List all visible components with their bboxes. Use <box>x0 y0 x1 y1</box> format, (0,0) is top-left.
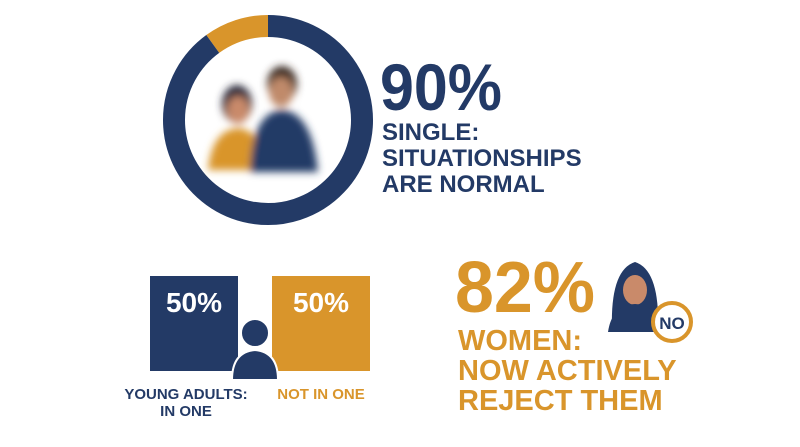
person-icon <box>230 318 280 381</box>
no-badge <box>651 301 693 343</box>
split-value: 50% <box>166 287 222 318</box>
split-label: IN ONE <box>160 403 212 420</box>
donut-segment <box>163 15 373 225</box>
split-value: 50% <box>293 287 349 318</box>
women-value: 82% <box>455 248 595 328</box>
women-caption: WOMEN: <box>458 325 582 357</box>
split-block <box>150 276 238 371</box>
women-caption: REJECT THEM <box>458 385 663 417</box>
women-caption: NOW ACTIVELY <box>458 355 677 387</box>
split-label: YOUNG ADULTS: <box>124 386 247 403</box>
donut-caption: SINGLE: <box>382 119 479 146</box>
donut-segment <box>206 15 269 54</box>
couple-photo <box>208 66 318 172</box>
no-badge-text: NO <box>659 314 685 333</box>
donut-caption: SITUATIONSHIPS <box>382 145 582 172</box>
split-block <box>272 276 370 371</box>
woman-icon <box>608 262 662 332</box>
split-label: NOT IN ONE <box>277 386 365 403</box>
donut-value: 90% <box>380 50 502 124</box>
donut-caption: ARE NORMAL <box>382 171 545 198</box>
